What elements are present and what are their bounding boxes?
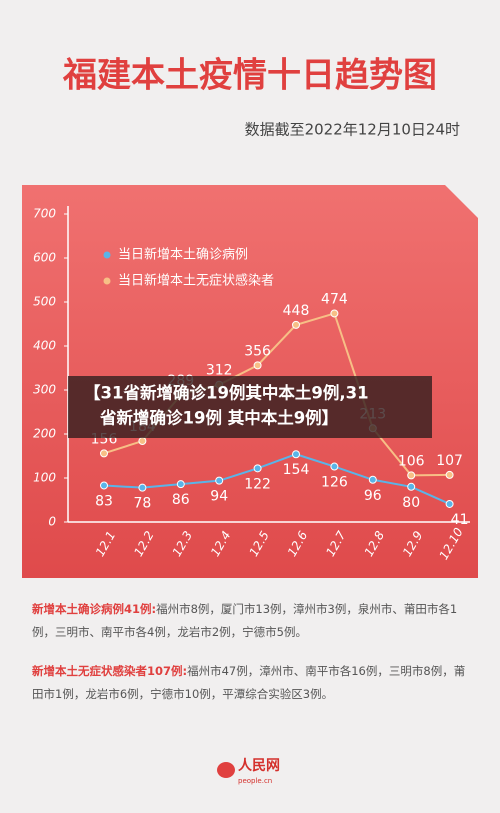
note-label: 新增本土确诊病例41例: xyxy=(32,602,157,616)
y-tick-label: 400 xyxy=(33,339,56,353)
y-tick-label: 600 xyxy=(33,251,56,265)
logo-name: 人民网 xyxy=(238,757,280,774)
series-line xyxy=(103,453,451,505)
data-label: 154 xyxy=(283,462,310,478)
data-label: 41 xyxy=(451,512,469,528)
point xyxy=(330,462,339,471)
legend-label: 当日新增本土确诊病例 xyxy=(118,247,248,263)
data-label: 83 xyxy=(95,493,113,509)
point xyxy=(292,320,300,329)
data-label: 96 xyxy=(364,488,382,504)
point xyxy=(100,449,108,458)
legend-marker xyxy=(103,251,111,259)
data-label: 356 xyxy=(244,343,271,359)
data-label: 106 xyxy=(398,453,425,469)
data-label: 122 xyxy=(244,476,271,492)
data-label: 78 xyxy=(133,496,151,512)
data-label: 80 xyxy=(402,495,420,511)
data-label: 474 xyxy=(321,291,348,307)
chart-subtitle: 数据截至2022年12月10日24时 xyxy=(245,121,460,139)
point xyxy=(215,476,224,485)
point xyxy=(176,480,185,489)
banner-text: 省新增确诊19例 其中本土9例】 xyxy=(99,408,338,428)
data-label: 312 xyxy=(206,363,233,379)
data-label: 107 xyxy=(436,453,463,469)
logo-url: people.cn xyxy=(238,777,272,785)
note-label: 新增本土无症状感染者107例: xyxy=(32,664,188,678)
point xyxy=(407,482,416,491)
point xyxy=(407,471,416,480)
y-tick-label: 300 xyxy=(33,383,56,397)
logo-icon xyxy=(217,762,235,778)
data-label: 126 xyxy=(321,475,348,491)
point xyxy=(138,437,147,446)
point xyxy=(368,475,377,484)
y-tick-label: 700 xyxy=(33,207,56,221)
y-tick-label: 500 xyxy=(33,295,56,309)
chart-title: 福建本土疫情十日趋势图 xyxy=(62,56,437,96)
legend-marker xyxy=(103,277,111,285)
point xyxy=(445,470,454,479)
point xyxy=(138,483,147,492)
data-label: 86 xyxy=(172,492,190,508)
note-text: 福州市8例，厦门市13例，漳州市3例，泉州市、莆田市各1例，三明市、南平市各4例… xyxy=(32,602,458,639)
point xyxy=(253,464,262,473)
point xyxy=(253,361,262,370)
data-label: 94 xyxy=(210,489,228,505)
point xyxy=(445,499,454,508)
note: 新增本土确诊病例41例:福州市8例，厦门市13例，漳州市3例，泉州市、莆田市各1… xyxy=(32,598,472,644)
note: 新增本土无症状感染者107例:福州市47例，漳州市、南平市各16例，三明市8例，… xyxy=(32,660,472,706)
point xyxy=(100,481,108,490)
data-label: 448 xyxy=(283,303,310,319)
y-tick-label: 100 xyxy=(33,471,56,485)
y-tick-label: 0 xyxy=(48,515,56,529)
banner-text: 【31省新增确诊19例其中本土9例,31 xyxy=(84,383,369,403)
note-text: 福州市47例，漳州市、南平市各16例，三明市8例，莆田市1例，龙岩市6例，宁德市… xyxy=(32,664,466,701)
point xyxy=(292,450,300,459)
banner-bg xyxy=(68,376,432,438)
legend-label: 当日新增本土无症状感染者 xyxy=(118,273,274,289)
y-tick-label: 200 xyxy=(33,427,56,441)
point xyxy=(330,309,339,318)
